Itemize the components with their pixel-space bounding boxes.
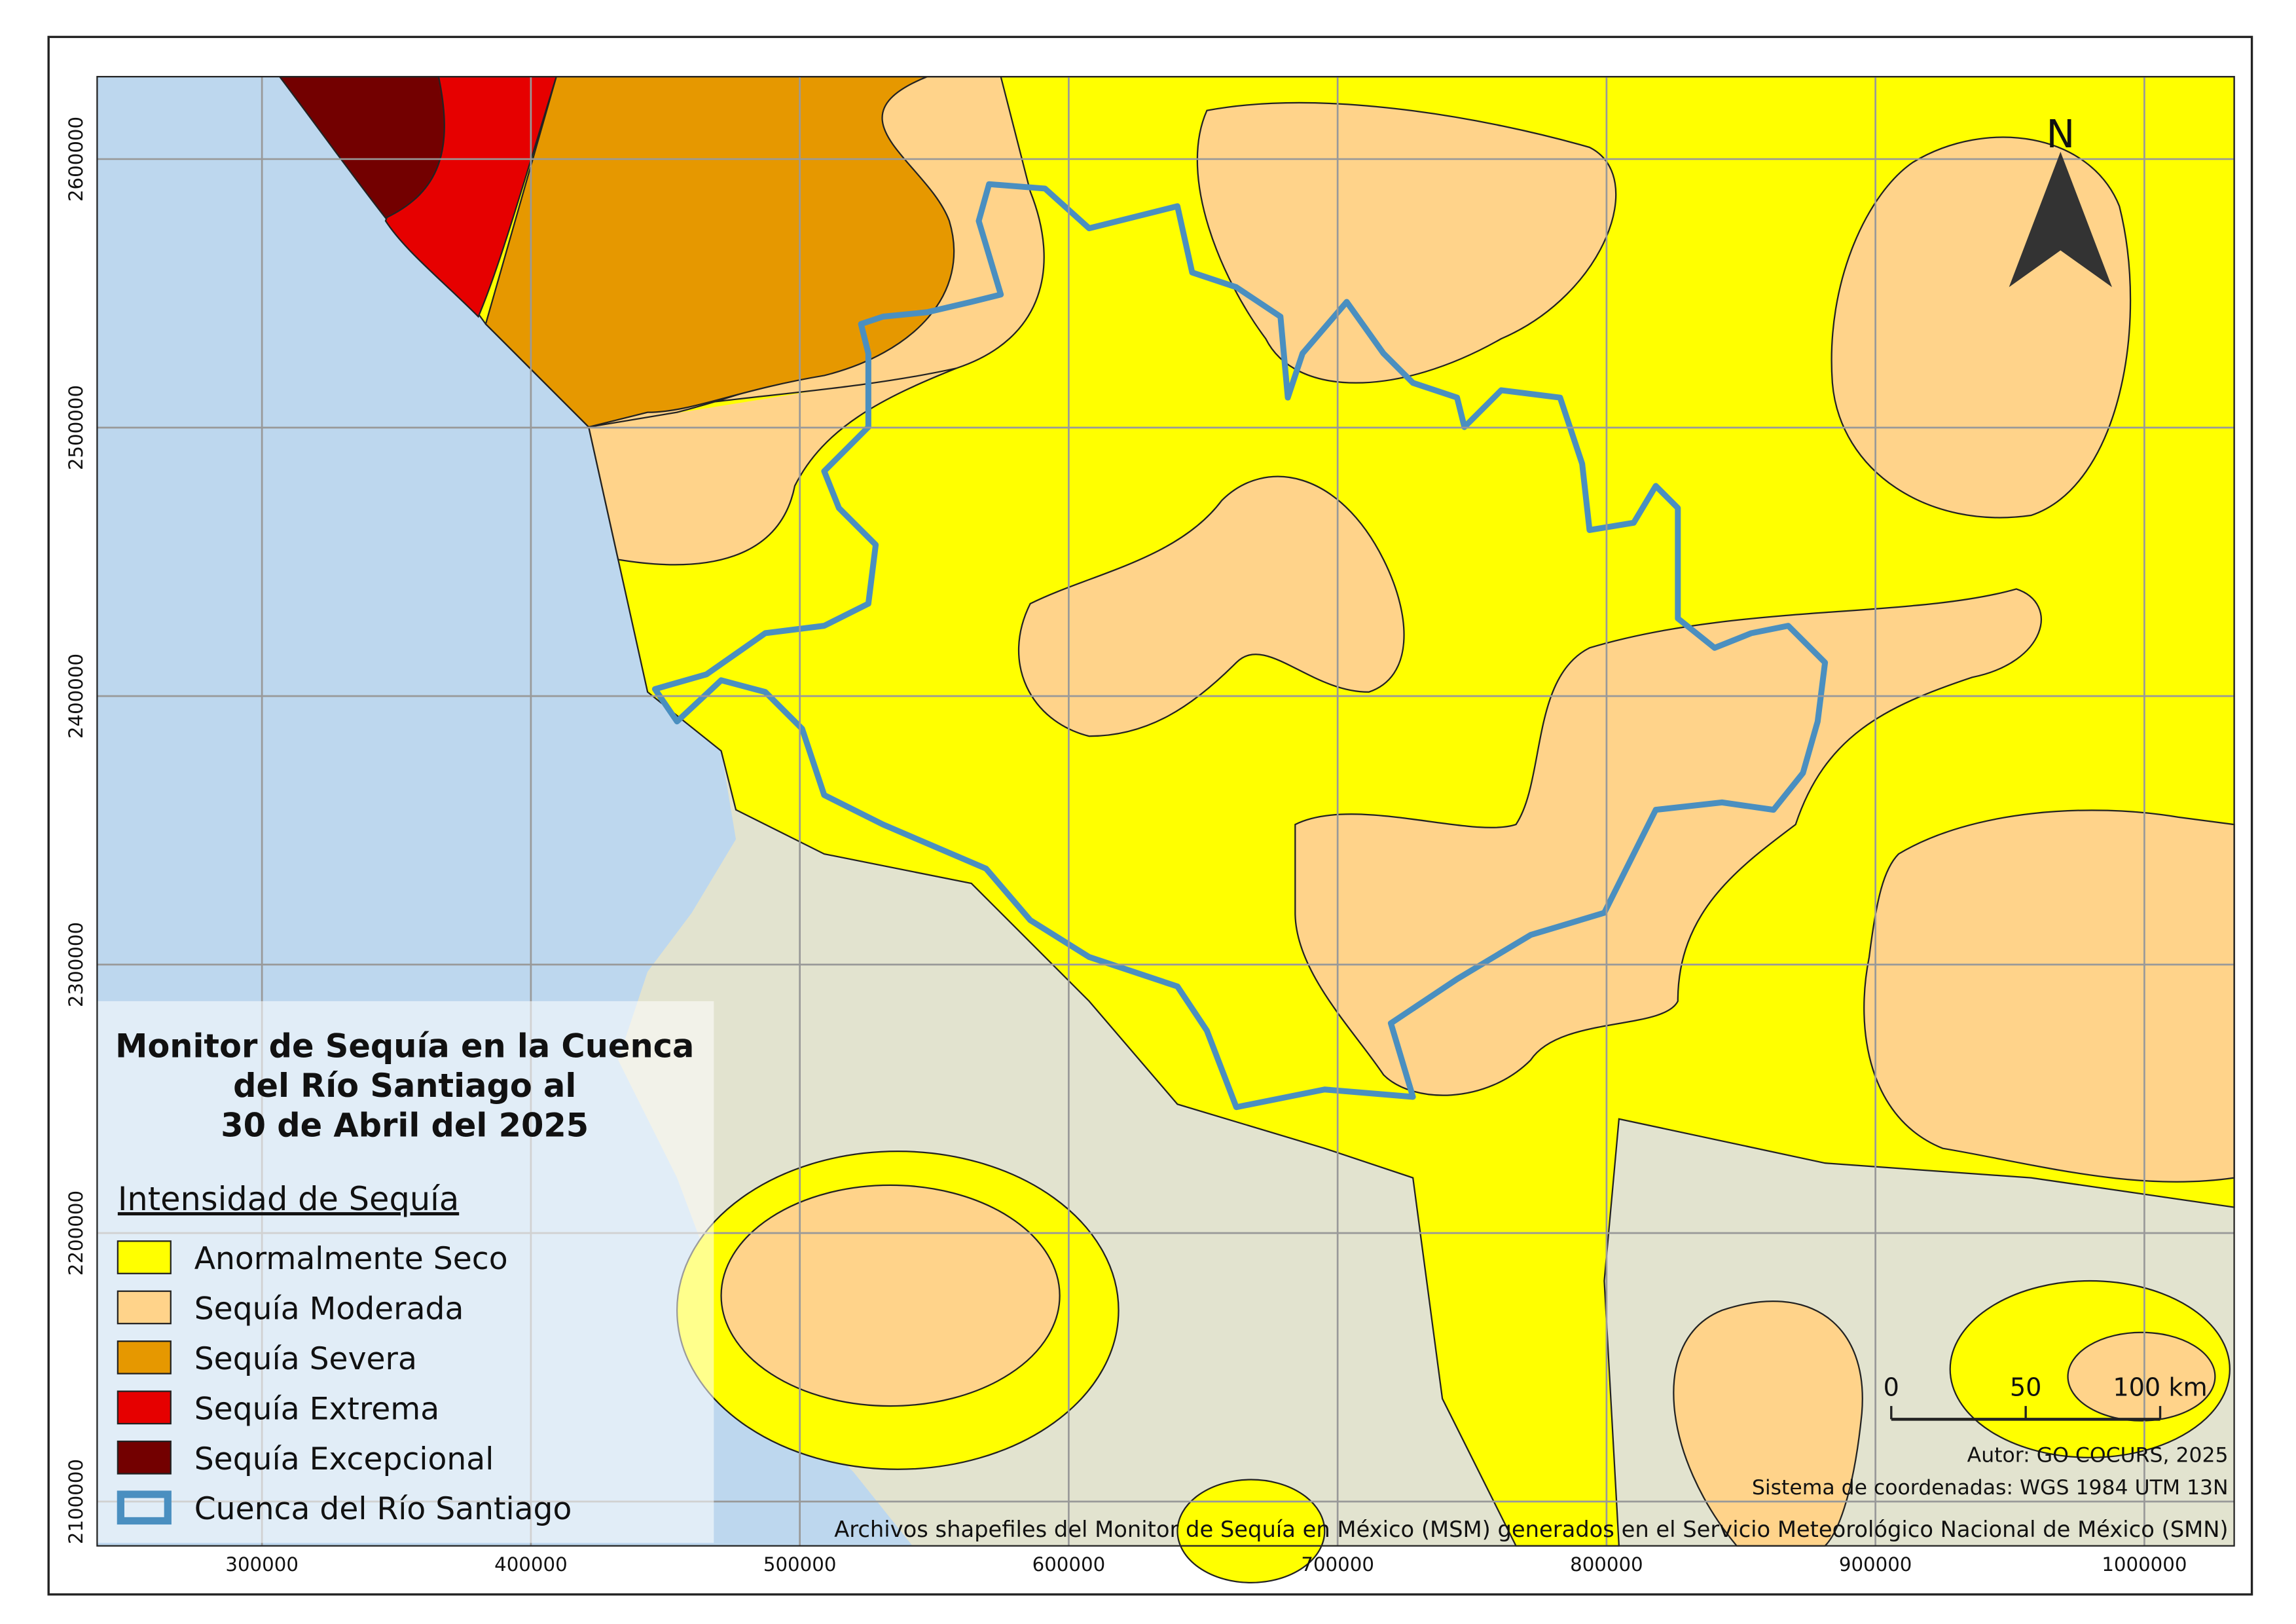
title-line: del Río Santiago al — [233, 1067, 576, 1105]
drought-zone — [278, 75, 445, 219]
drought-zone — [1673, 1301, 1863, 1547]
legend-label: Sequía Moderada — [194, 1291, 464, 1327]
x-tick-label: 800000 — [1570, 1553, 1643, 1576]
y-tick-label: 2100000 — [65, 1459, 87, 1544]
y-tick-label: 2600000 — [65, 117, 87, 202]
legend-swatch — [117, 1440, 172, 1475]
legend-title: Intensidad de Sequía — [118, 1180, 459, 1218]
legend-swatch — [117, 1340, 172, 1375]
drought-zone — [1176, 1479, 1326, 1583]
x-tick-label: 300000 — [225, 1553, 299, 1576]
legend-swatch — [117, 1240, 172, 1274]
title-line: Monitor de Sequía en la Cuenca — [115, 1027, 694, 1065]
legend: Anormalmente Seco Sequía Moderada Sequía S… — [117, 1240, 572, 1527]
drought-zone — [1294, 588, 2042, 1096]
scale-label: 0 — [1884, 1373, 1899, 1402]
credit: Archivos shapefiles del Monitor de Sequí… — [834, 1517, 2228, 1542]
scale-label: 100 km — [2113, 1373, 2207, 1402]
drought-zone — [720, 1184, 1061, 1407]
credits: Autor: GO COCURS, 2025 Sistema de coorde… — [834, 1444, 2228, 1543]
legend-swatch — [117, 1390, 172, 1425]
y-tick-label: 2400000 — [65, 654, 87, 739]
drought-zone — [1863, 809, 2235, 1183]
scale-bar: 0 50 100 km — [1884, 1373, 2208, 1421]
legend-label: Sequía Severa — [194, 1341, 417, 1377]
x-tick-label: 700000 — [1301, 1553, 1374, 1576]
y-tick-label: 2300000 — [65, 922, 87, 1007]
map-frame-border — [96, 75, 2235, 1547]
legend-label: Sequía Excepcional — [194, 1441, 494, 1477]
credit: Autor: GO COCURS, 2025 — [1967, 1444, 2229, 1467]
drought-zone — [1017, 475, 1405, 737]
legend-label: Anormalmente Seco — [194, 1241, 508, 1277]
legend-swatch — [117, 1290, 172, 1325]
title-line: 30 de Abril del 2025 — [221, 1107, 589, 1145]
credit: Sistema de coordenadas: WGS 1984 UTM 13N — [1752, 1476, 2229, 1500]
x-tick-label: 900000 — [1839, 1553, 1912, 1576]
basin-outline — [651, 181, 1829, 1111]
legend-swatch — [117, 1490, 172, 1525]
north-label: N — [2046, 112, 2075, 157]
legend-label: Cuenca del Río Santiago — [194, 1491, 572, 1527]
y-tick-label: 2200000 — [65, 1190, 87, 1276]
x-tick-label: 600000 — [1032, 1553, 1106, 1576]
north-arrow — [2009, 151, 2112, 287]
x-tick-label: 1000000 — [2102, 1553, 2187, 1576]
map-title: Monitor de Sequía en la Cuenca del Río S… — [115, 1027, 694, 1144]
y-tick-label: 2500000 — [65, 385, 87, 470]
legend-panel — [97, 1001, 714, 1543]
x-tick-label: 500000 — [763, 1553, 837, 1576]
legend-label: Sequía Extrema — [194, 1391, 439, 1427]
scale-label: 50 — [2010, 1373, 2042, 1402]
x-tick-label: 400000 — [494, 1553, 568, 1576]
